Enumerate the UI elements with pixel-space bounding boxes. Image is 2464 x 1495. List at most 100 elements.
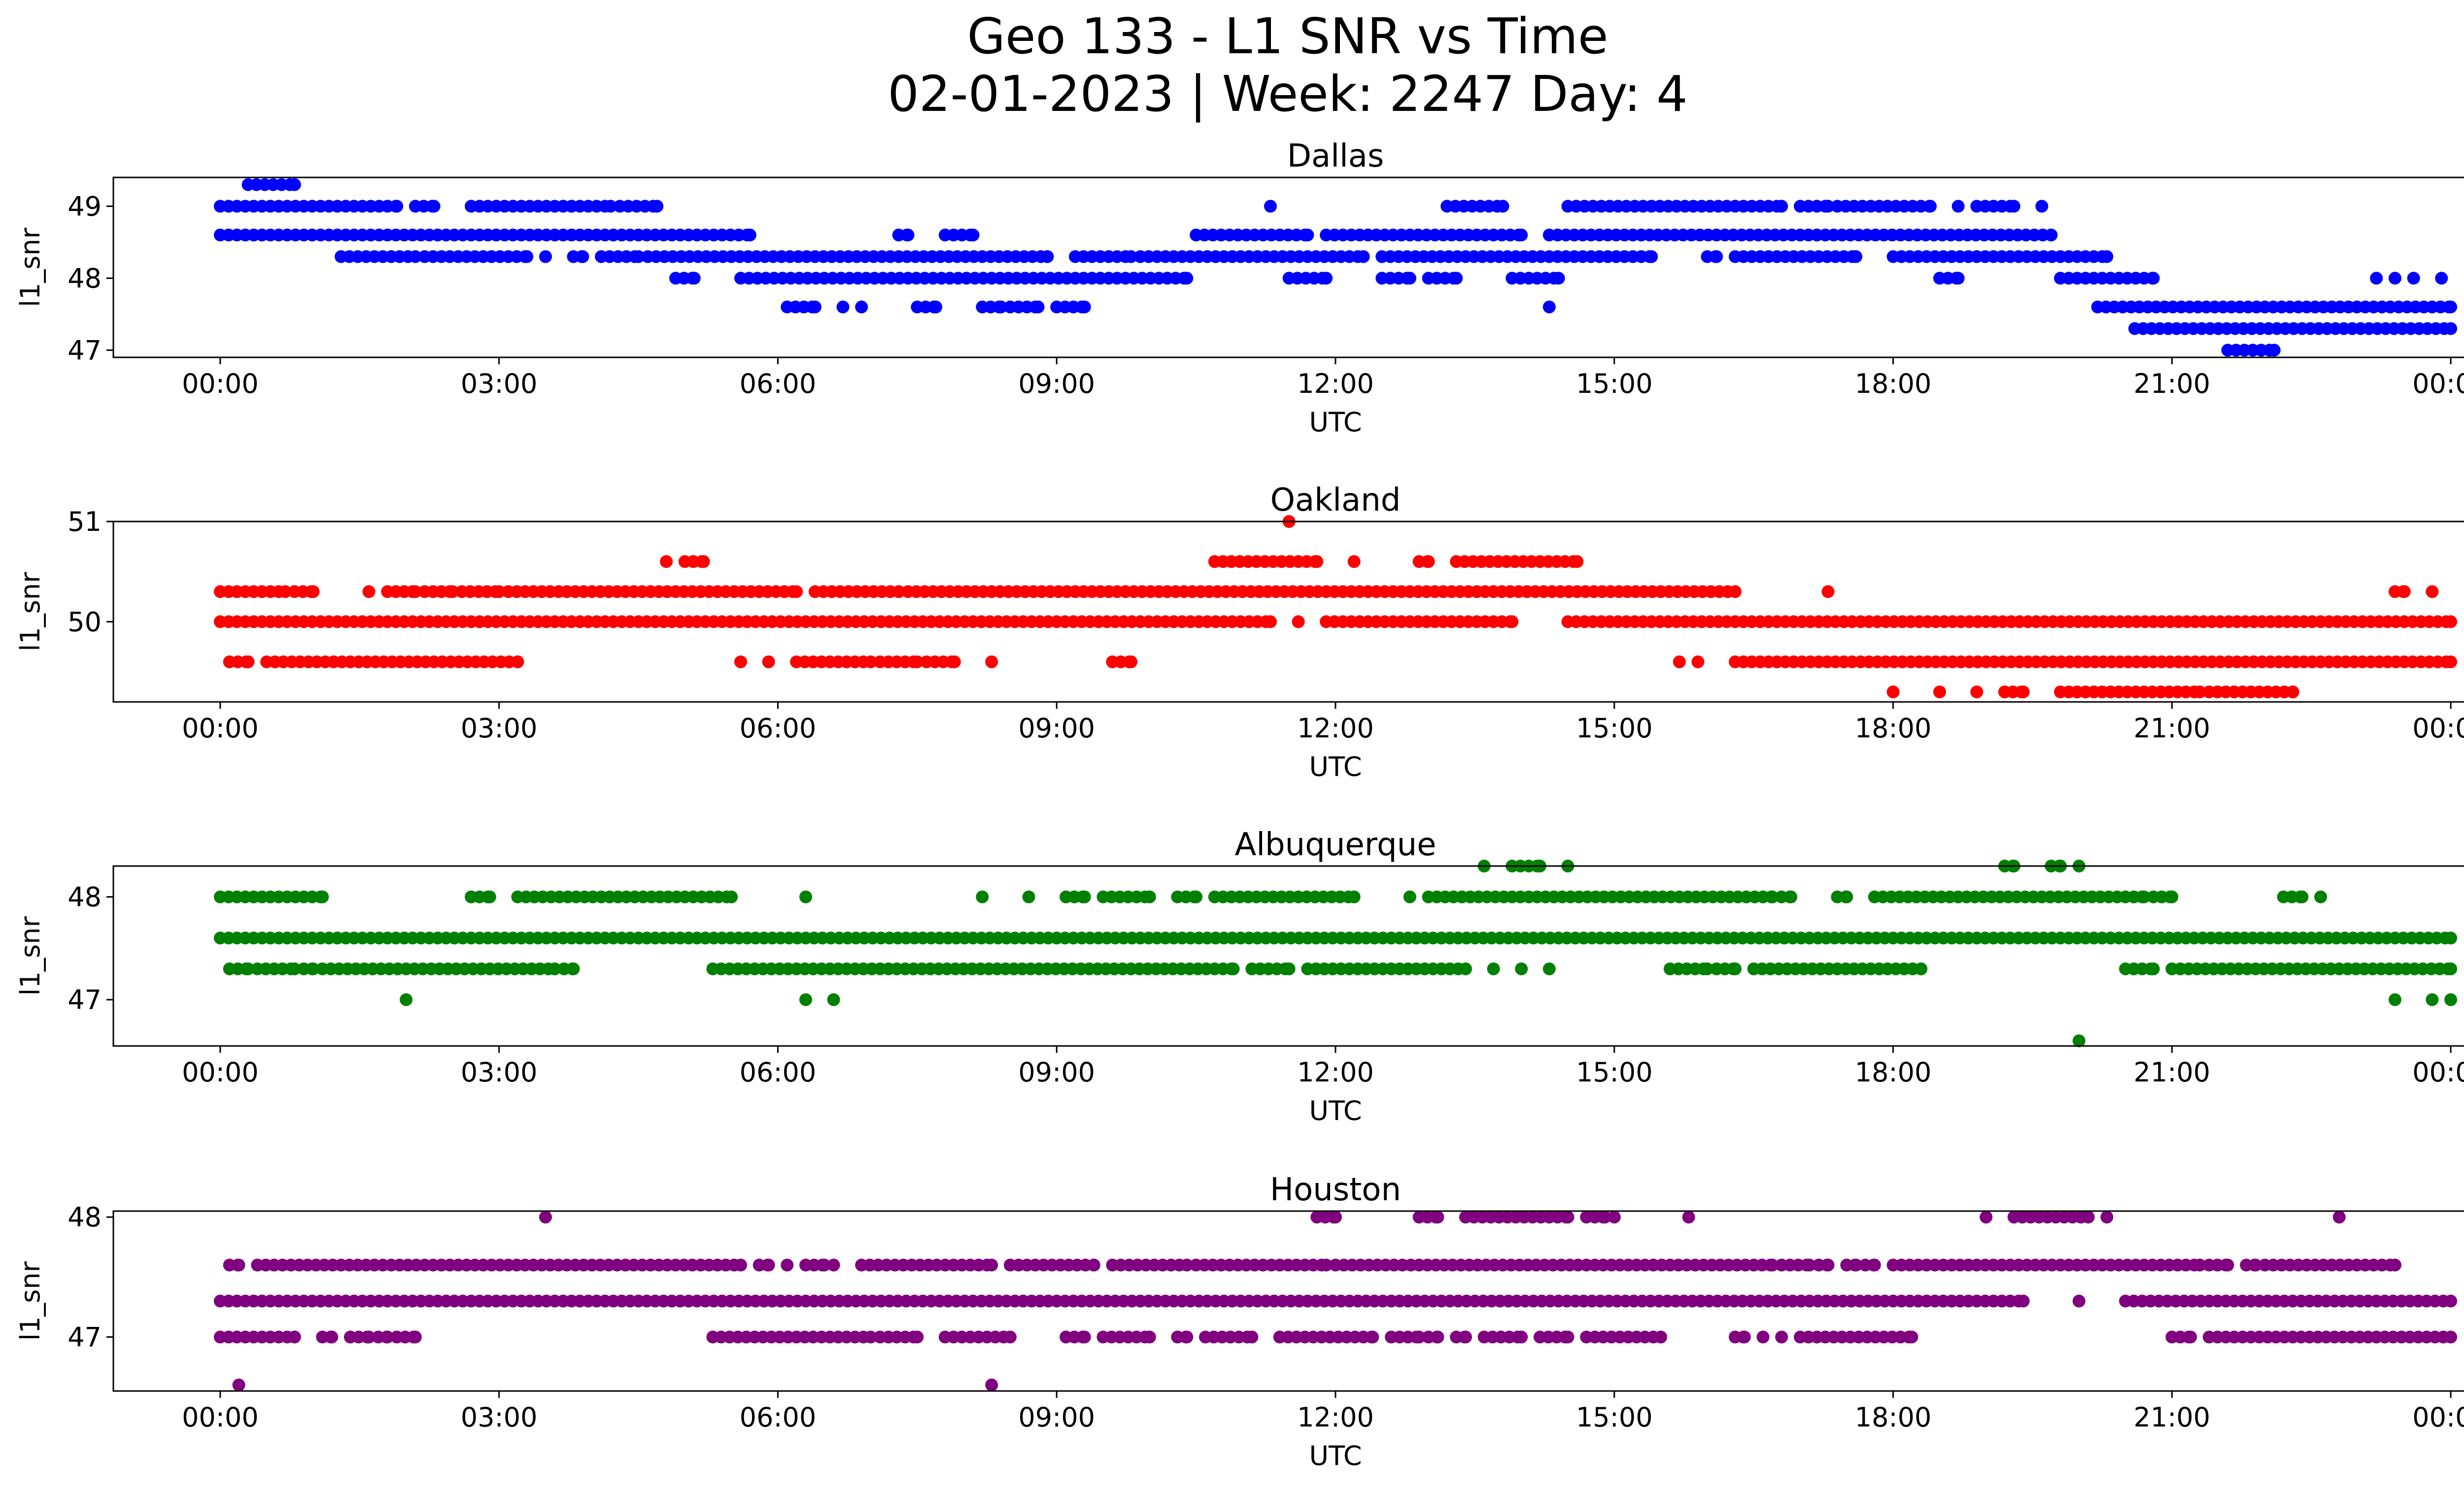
x-tick-label: 00:00 <box>2412 713 2464 744</box>
data-point <box>1180 1258 1194 1272</box>
data-point <box>929 300 942 313</box>
y-tick-label: 48 <box>68 1202 102 1233</box>
x-tick-label: 12:00 <box>1297 368 1374 399</box>
data-point <box>1673 655 1686 668</box>
data-point <box>307 585 320 598</box>
data-point <box>1738 1330 1751 1344</box>
data-point <box>1292 615 1305 628</box>
x-tick-label: 21:00 <box>2134 713 2211 744</box>
data-point <box>1487 962 1500 975</box>
data-point <box>2267 344 2281 357</box>
y-tick-label: 49 <box>68 191 102 222</box>
x-axis-label: UTC <box>1309 1440 1362 1471</box>
data-point <box>2389 1258 2401 1272</box>
data-point <box>2147 272 2160 285</box>
data-point <box>1180 1330 1194 1344</box>
chart-panel: Houston 00:00 03:00 06:00 09:00 12:00 15:00 18:… <box>15 1172 2464 1471</box>
data-point <box>725 890 738 904</box>
panel-title: Houston <box>1270 1172 1401 1208</box>
data-point <box>2407 272 2420 285</box>
data-point <box>2389 993 2401 1007</box>
x-tick-label: 21:00 <box>2134 368 2211 399</box>
y-tick-label: 51 <box>68 506 102 537</box>
data-point <box>381 1330 394 1344</box>
data-point <box>2221 1258 2234 1272</box>
data-point <box>1022 890 1035 904</box>
data-point <box>1125 250 1138 263</box>
data-point <box>1310 555 1324 568</box>
data-point <box>2444 300 2458 313</box>
data-point <box>1821 585 1835 598</box>
data-point <box>241 655 255 668</box>
x-tick-label: 12:00 <box>1297 1057 1374 1088</box>
data-point <box>1459 1330 1472 1344</box>
data-point <box>836 300 850 313</box>
data-point <box>2147 962 2160 975</box>
data-point <box>2444 1330 2458 1344</box>
data-point <box>1924 200 1937 213</box>
data-point <box>241 962 255 975</box>
panels: Dallas 00:00 03:00 06:00 09:00 12:00 15:00 18:0… <box>15 138 2464 1471</box>
data-point <box>1571 555 1584 568</box>
data-point <box>2444 993 2458 1007</box>
data-point <box>604 200 617 213</box>
data-point <box>1282 962 1296 975</box>
data-point <box>1691 655 1705 668</box>
data-point <box>1561 1330 1574 1344</box>
data-point <box>1561 1211 1574 1224</box>
y-axis-label: l1_snr <box>15 227 46 307</box>
x-tick-label: 06:00 <box>740 368 817 399</box>
data-point <box>864 1330 877 1344</box>
data-point <box>1970 685 1984 698</box>
data-point <box>827 993 840 1007</box>
data-point <box>1766 890 1779 904</box>
data-point <box>734 655 747 668</box>
data-point <box>2444 322 2458 335</box>
y-tick-label: 47 <box>68 1322 102 1353</box>
x-tick-label: 09:00 <box>1018 1402 1095 1433</box>
panel-title: Albuquerque <box>1234 827 1436 863</box>
data-point <box>1849 250 1863 263</box>
x-tick-label: 03:00 <box>461 1057 538 1088</box>
data-point <box>2397 585 2411 598</box>
data-point <box>762 655 775 668</box>
x-tick-label: 12:00 <box>1297 1402 1374 1433</box>
data-point <box>1264 200 1277 213</box>
x-axis-label: UTC <box>1309 407 1362 438</box>
data-point <box>2435 272 2448 285</box>
data-point <box>976 890 989 904</box>
data-point <box>2017 1294 2030 1308</box>
data-point <box>520 250 534 263</box>
data-point <box>1422 555 1435 568</box>
data-point <box>2444 962 2458 975</box>
figure-title-line-2: 02-01-2023 | Week: 2247 Day: 4 <box>888 65 1687 123</box>
data-point <box>1980 1211 1993 1224</box>
data-point <box>483 890 496 904</box>
data-point <box>966 228 980 242</box>
data-point <box>1849 1258 1863 1272</box>
data-point <box>2100 1211 2114 1224</box>
data-point <box>892 585 905 598</box>
data-point <box>288 1330 301 1344</box>
x-tick-label: 21:00 <box>2134 1057 2211 1088</box>
data-point <box>660 555 673 568</box>
y-axis-label: l1_snr <box>15 916 46 996</box>
data-point <box>2193 1258 2206 1272</box>
x-tick-label: 00:00 <box>182 1402 259 1433</box>
data-point <box>2007 200 2020 213</box>
data-point <box>1515 228 1528 242</box>
data-point <box>2193 685 2206 698</box>
data-point <box>1542 300 1556 313</box>
x-tick-label: 00:00 <box>182 713 259 744</box>
x-tick-label: 15:00 <box>1576 713 1653 744</box>
data-point <box>232 1258 245 1272</box>
data-point <box>1245 1330 1259 1344</box>
data-point <box>1710 250 1723 263</box>
data-point <box>400 993 413 1007</box>
x-tick-label: 03:00 <box>461 713 538 744</box>
data-point <box>808 300 821 313</box>
data-point <box>1459 962 1472 975</box>
data-point <box>2426 585 2439 598</box>
data-point <box>2249 1258 2262 1272</box>
